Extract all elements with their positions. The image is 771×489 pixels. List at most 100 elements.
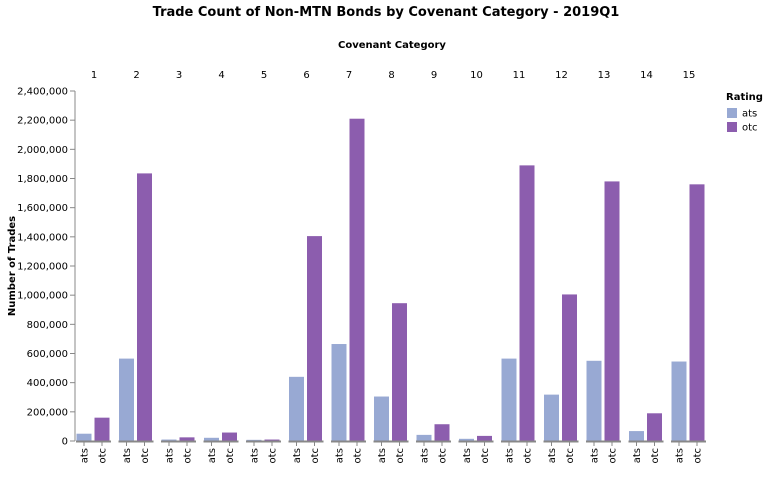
y-axis: 0 200,000 400,000 600,000 800,000 1,000,000 1,… [17, 87, 76, 448]
bar-ats-8 [374, 396, 389, 441]
bar-otc-2 [137, 173, 152, 442]
bar-ats-3 [161, 439, 177, 441]
x-tick-label-ats: ats [547, 448, 558, 463]
bar-otc-13 [604, 181, 620, 441]
x-tick-label-ats: ats [377, 448, 388, 463]
legend-swatch-otc [727, 122, 737, 132]
y-tick-label: 2,000,000 [17, 145, 68, 156]
x-tick-label-ats: ats [165, 448, 176, 463]
bar-otc-12 [562, 294, 577, 441]
facet-label: 5 [261, 70, 267, 81]
x-tick-label-otc: otc [693, 448, 704, 464]
legend-title: Rating [726, 92, 763, 103]
y-tick-label: 200,000 [27, 407, 68, 418]
facet-label: 11 [513, 70, 526, 81]
bar-ats-14 [629, 431, 644, 441]
y-tick-label: 1,800,000 [17, 174, 68, 185]
chart-title: Trade Count of Non-MTN Bonds by Covenant… [153, 5, 620, 20]
facet-15: 15 ats otc [671, 70, 706, 464]
facet-label: 4 [218, 70, 224, 81]
facet-6: 6 ats otc [288, 70, 324, 464]
facet-2: 2 ats otc [118, 70, 154, 464]
y-tick-label: 1,000,000 [17, 291, 68, 302]
x-tick-label-otc: otc [438, 448, 449, 464]
y-tick-label: 0 [62, 437, 68, 448]
x-tick-label-ats: ats [122, 448, 133, 463]
facet-label: 8 [388, 70, 394, 81]
y-tick-label: 600,000 [27, 349, 68, 360]
x-tick-label-otc: otc [565, 448, 576, 464]
facet-label: 15 [683, 70, 696, 81]
facet-9: 9 ats otc [416, 70, 451, 464]
facet-8: 8 ats otc [373, 70, 409, 464]
bar-otc-5 [264, 439, 280, 441]
x-tick-label-otc: otc [353, 448, 364, 464]
legend-swatch-ats [727, 108, 737, 118]
x-tick-label-ats: ats [632, 448, 643, 463]
x-tick-label-otc: otc [650, 448, 661, 464]
bar-otc-7 [349, 118, 365, 441]
x-tick-label-otc: otc [310, 448, 321, 464]
legend-label-ats: ats [742, 109, 757, 120]
y-tick-label: 1,200,000 [17, 262, 68, 273]
x-tick-label-ats: ats [420, 448, 431, 463]
bar-otc-15 [689, 184, 705, 442]
column-header: Covenant Category [338, 40, 446, 51]
x-tick-label-otc: otc [183, 448, 194, 464]
x-tick-label-ats: ats [505, 448, 516, 463]
facet-7: 7 ats otc [331, 70, 366, 464]
bar-otc-11 [519, 165, 535, 441]
facet-11: 11 ats otc [501, 70, 536, 464]
x-tick-label-ats: ats [462, 448, 473, 463]
bar-ats-6 [289, 376, 304, 441]
x-tick-label-otc: otc [140, 448, 151, 464]
facet-4: 4 ats otc [203, 70, 239, 464]
facet-label: 13 [598, 70, 611, 81]
bar-ats-13 [586, 360, 602, 441]
x-tick-label-ats: ats [80, 448, 91, 463]
facet-label: 10 [470, 70, 483, 81]
facet-10: 10 ats otc [458, 70, 494, 464]
facet-label: 7 [346, 70, 352, 81]
facet-label: 3 [176, 70, 182, 81]
bar-ats-7 [331, 344, 347, 441]
bar-otc-1 [94, 417, 110, 441]
bar-ats-2 [119, 358, 134, 441]
x-tick-label-ats: ats [292, 448, 303, 463]
y-axis-title: Number of Trades [7, 216, 18, 316]
bar-otc-4 [222, 432, 237, 441]
x-tick-label-otc: otc [480, 448, 491, 464]
y-tick-label: 1,400,000 [17, 232, 68, 243]
facet-label: 14 [640, 70, 653, 81]
x-tick-label-otc: otc [395, 448, 406, 464]
facet-14: 14 ats otc [628, 70, 664, 464]
x-tick-label-ats: ats [207, 448, 218, 463]
bar-otc-9 [434, 424, 450, 441]
bar-ats-4 [204, 437, 219, 441]
facet-12: 12 ats otc [543, 70, 579, 464]
x-tick-label-ats: ats [590, 448, 601, 463]
y-tick-label: 2,200,000 [17, 116, 68, 127]
legend-label-otc: otc [742, 123, 758, 134]
x-tick-label-ats: ats [335, 448, 346, 463]
bar-ats-15 [671, 361, 687, 441]
bar-otc-3 [179, 437, 195, 441]
facet-3: 3 ats otc [161, 70, 196, 464]
facet-label: 2 [133, 70, 139, 81]
x-tick-label-otc: otc [523, 448, 534, 464]
facet-label: 9 [431, 70, 437, 81]
facet-1: 1 ats otc [76, 70, 111, 464]
bar-otc-10 [477, 435, 492, 441]
legend: Rating ats otc [726, 92, 763, 134]
bar-ats-5 [246, 439, 262, 441]
x-tick-label-otc: otc [608, 448, 619, 464]
y-tick-label: 800,000 [27, 320, 68, 331]
x-tick-label-ats: ats [250, 448, 261, 463]
bar-ats-11 [501, 358, 517, 441]
bar-ats-1 [76, 433, 92, 441]
bar-ats-9 [416, 434, 432, 441]
y-tick-label: 2,400,000 [17, 87, 68, 98]
